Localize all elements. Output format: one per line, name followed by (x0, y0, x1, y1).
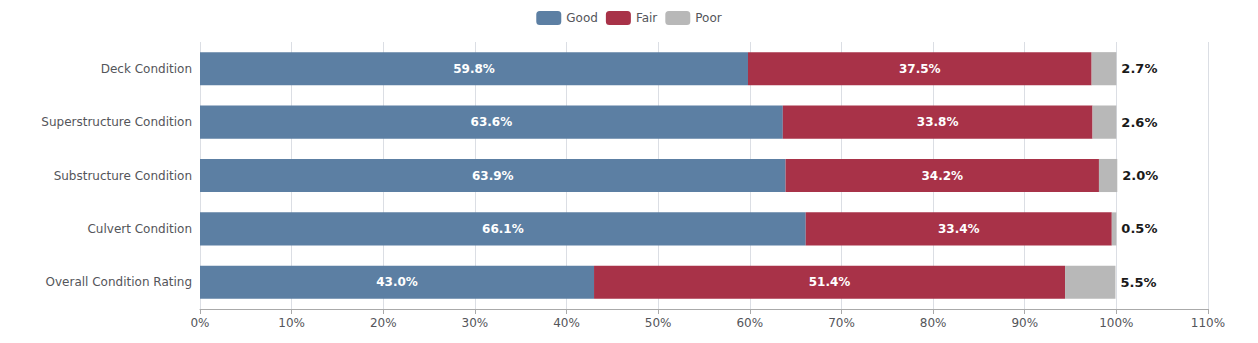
svg-text:33.4%: 33.4% (938, 222, 980, 236)
svg-text:70%: 70% (828, 316, 855, 330)
svg-text:43.0%: 43.0% (376, 275, 418, 289)
svg-text:Fair: Fair (636, 11, 657, 25)
svg-text:63.9%: 63.9% (472, 169, 514, 183)
svg-text:Culvert Condition: Culvert Condition (87, 222, 192, 236)
svg-text:66.1%: 66.1% (482, 222, 524, 236)
svg-text:59.8%: 59.8% (453, 62, 495, 76)
svg-text:0.5%: 0.5% (1121, 221, 1157, 236)
svg-text:63.6%: 63.6% (471, 115, 513, 129)
svg-text:60%: 60% (736, 316, 763, 330)
svg-text:100%: 100% (1099, 316, 1133, 330)
svg-text:34.2%: 34.2% (921, 169, 963, 183)
svg-text:Substructure Condition: Substructure Condition (54, 169, 192, 183)
svg-text:40%: 40% (553, 316, 580, 330)
svg-text:2.6%: 2.6% (1121, 115, 1157, 130)
svg-text:2.0%: 2.0% (1122, 168, 1158, 183)
svg-text:80%: 80% (920, 316, 947, 330)
svg-text:110%: 110% (1191, 316, 1225, 330)
svg-text:Deck Condition: Deck Condition (101, 62, 192, 76)
svg-text:90%: 90% (1011, 316, 1038, 330)
svg-text:Poor: Poor (695, 11, 721, 25)
svg-text:50%: 50% (645, 316, 672, 330)
svg-text:20%: 20% (370, 316, 397, 330)
svg-text:Good: Good (566, 11, 598, 25)
svg-text:37.5%: 37.5% (899, 62, 941, 76)
svg-text:33.8%: 33.8% (917, 115, 959, 129)
svg-text:10%: 10% (278, 316, 305, 330)
svg-text:0%: 0% (190, 316, 209, 330)
svg-text:5.5%: 5.5% (1120, 275, 1156, 290)
svg-text:30%: 30% (462, 316, 489, 330)
svg-text:51.4%: 51.4% (809, 275, 851, 289)
svg-text:Superstructure Condition: Superstructure Condition (41, 115, 192, 129)
svg-text:Overall Condition Rating: Overall Condition Rating (46, 275, 192, 289)
svg-text:2.7%: 2.7% (1121, 61, 1157, 76)
